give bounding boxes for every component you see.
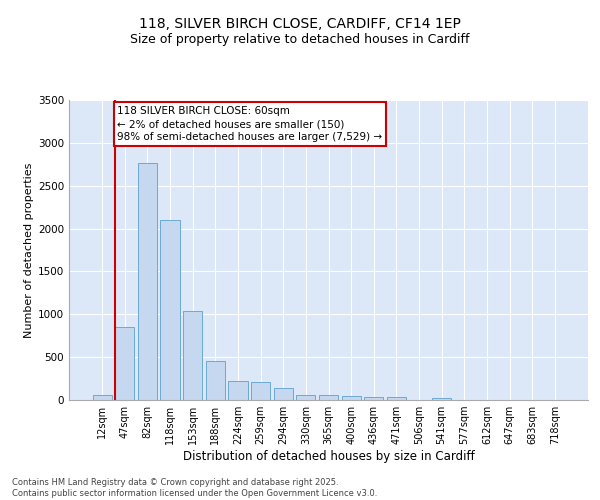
Text: 118, SILVER BIRCH CLOSE, CARDIFF, CF14 1EP: 118, SILVER BIRCH CLOSE, CARDIFF, CF14 1…: [139, 18, 461, 32]
Bar: [92, 395, 112, 400]
Bar: [251, 382, 270, 400]
Bar: [432, 398, 451, 400]
Bar: [183, 311, 202, 400]
Bar: [206, 362, 225, 400]
Text: Contains HM Land Registry data © Crown copyright and database right 2025.
Contai: Contains HM Land Registry data © Crown c…: [12, 478, 377, 498]
Bar: [341, 396, 361, 400]
Bar: [387, 398, 406, 400]
Bar: [138, 164, 157, 400]
Text: Size of property relative to detached houses in Cardiff: Size of property relative to detached ho…: [130, 32, 470, 46]
Bar: [364, 397, 383, 400]
Y-axis label: Number of detached properties: Number of detached properties: [24, 162, 34, 338]
Bar: [296, 395, 316, 400]
Bar: [274, 388, 293, 400]
Bar: [115, 327, 134, 400]
Bar: [229, 381, 248, 400]
X-axis label: Distribution of detached houses by size in Cardiff: Distribution of detached houses by size …: [182, 450, 475, 463]
Bar: [160, 220, 180, 400]
Text: 118 SILVER BIRCH CLOSE: 60sqm
← 2% of detached houses are smaller (150)
98% of s: 118 SILVER BIRCH CLOSE: 60sqm ← 2% of de…: [118, 106, 383, 142]
Bar: [319, 396, 338, 400]
